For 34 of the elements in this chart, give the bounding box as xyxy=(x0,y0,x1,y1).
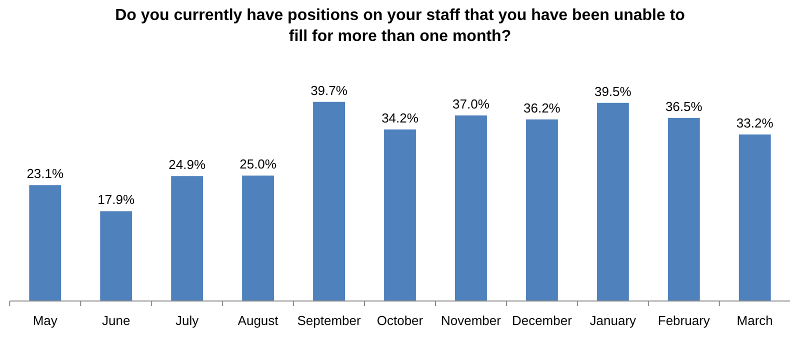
bar xyxy=(596,102,629,301)
x-tick-label: March xyxy=(736,313,773,328)
bar xyxy=(242,176,274,301)
data-label: 36.5% xyxy=(665,98,703,114)
bar xyxy=(738,134,771,301)
bar xyxy=(384,129,416,301)
data-label: 36.2% xyxy=(524,100,561,116)
x-tick-label: August xyxy=(238,313,279,328)
x-tick-label: December xyxy=(512,313,573,328)
data-label: 33.2% xyxy=(736,115,774,130)
x-tick-label: July xyxy=(176,313,200,328)
x-tick-label: September xyxy=(297,313,362,328)
data-label: 24.9% xyxy=(168,157,206,172)
bar xyxy=(171,176,204,301)
data-label: 25.0% xyxy=(240,156,277,172)
data-label: 17.9% xyxy=(98,192,135,208)
data-label: 23.1% xyxy=(26,166,64,182)
data-label: 39.7% xyxy=(310,82,348,98)
x-tick-label: February xyxy=(658,313,710,328)
bar xyxy=(100,211,132,301)
bar xyxy=(526,119,558,301)
bar xyxy=(455,115,487,301)
x-tick-label: November xyxy=(440,313,502,328)
data-label: 37.0% xyxy=(452,96,490,112)
data-label: 34.2% xyxy=(382,110,419,126)
data-label: 39.5% xyxy=(594,84,632,99)
bar xyxy=(313,102,345,301)
bar xyxy=(29,185,62,301)
chart-title: Do you currently have positions on your staff that you have been unable to fill for more than one month? xyxy=(115,7,686,45)
bar xyxy=(668,118,700,301)
x-tick-label: January xyxy=(590,313,637,328)
x-tick-label: October xyxy=(376,313,424,328)
x-tick-label: June xyxy=(102,313,130,328)
x-tick-label: May xyxy=(32,313,58,328)
